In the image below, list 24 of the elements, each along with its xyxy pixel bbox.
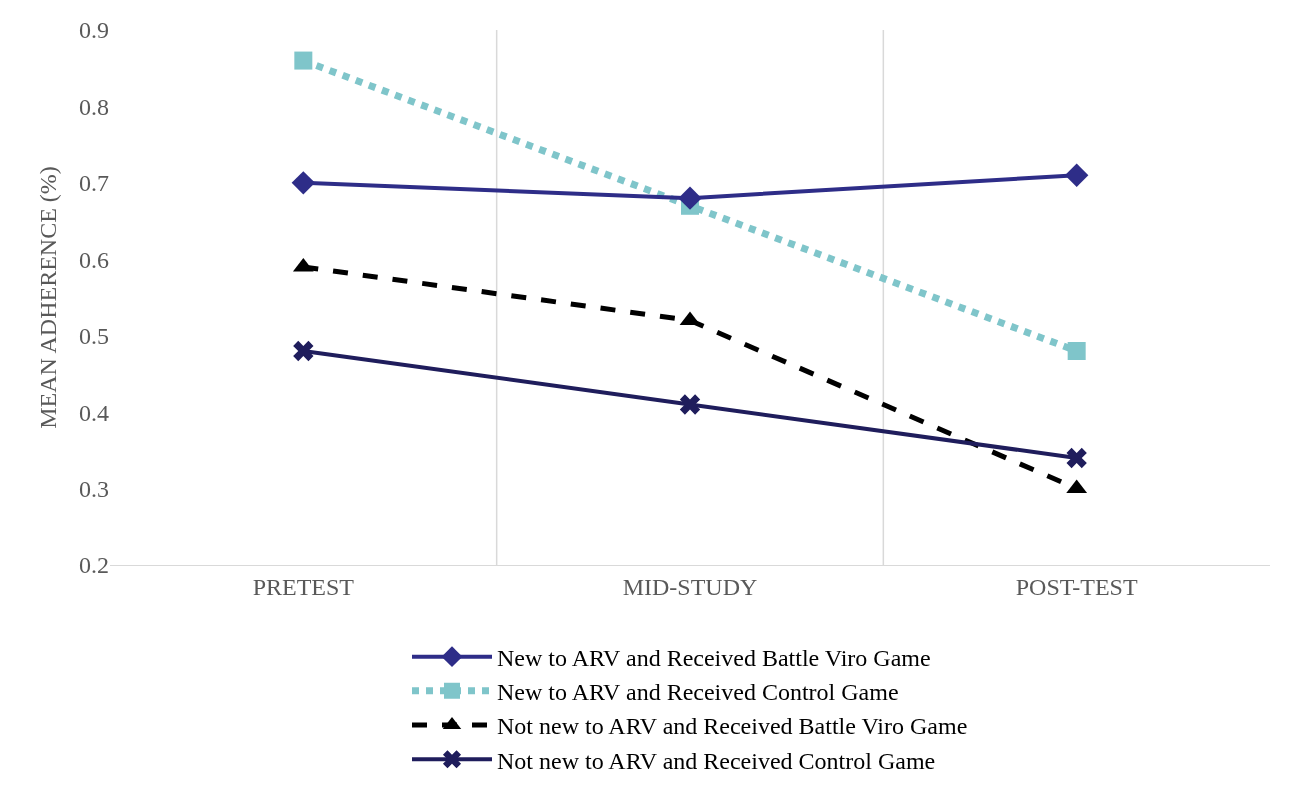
point xyxy=(679,394,701,415)
legend-label: New to ARV and Received Control Game xyxy=(497,679,899,706)
point xyxy=(678,186,702,210)
legend-label: New to ARV and Received Battle Viro Game xyxy=(497,645,931,672)
point xyxy=(1067,342,1086,360)
point xyxy=(294,51,313,70)
x-tick-label: PRETEST xyxy=(252,573,355,600)
y-tick-label: 0.6 xyxy=(79,246,109,273)
point xyxy=(1064,163,1089,187)
x-tick-label: POST-TEST xyxy=(1015,573,1138,600)
y-tick-label: 0.2 xyxy=(79,552,109,579)
y-tick-label: 0.7 xyxy=(79,170,109,197)
point xyxy=(291,171,316,195)
legend-label: Not new to ARV and Received Battle Viro Game xyxy=(497,713,968,740)
y-tick-label: 0.3 xyxy=(79,475,109,502)
y-axis-title: MEAN ADHERENCE (%) xyxy=(35,166,62,429)
y-tick-label: 0.4 xyxy=(79,399,109,426)
legend-label: Not new to ARV and Received Control Game xyxy=(497,747,936,774)
y-tick-label: 0.5 xyxy=(79,323,109,350)
x-tick-label: MID-STUDY xyxy=(622,573,758,600)
point xyxy=(293,340,314,362)
y-tick-label: 0.9 xyxy=(79,17,109,44)
point xyxy=(1066,447,1087,469)
y-tick-label: 0.8 xyxy=(79,93,109,120)
